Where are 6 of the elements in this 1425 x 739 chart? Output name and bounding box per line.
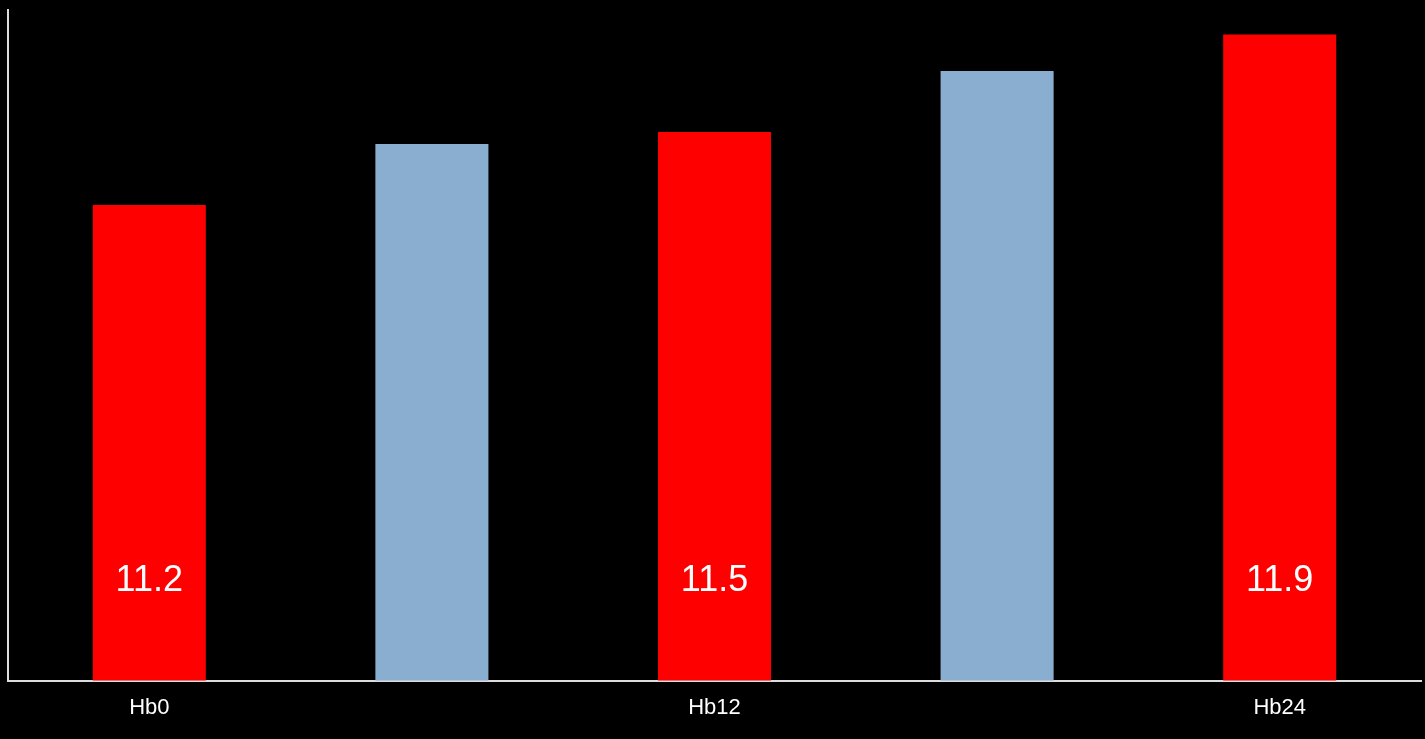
- x-tick-label: Hb0: [129, 693, 170, 719]
- x-tick-label: Hb12: [688, 693, 741, 719]
- data-label: 11.5: [680, 557, 749, 599]
- data-label: 11.2: [115, 557, 183, 599]
- data-label: 11.9: [1246, 557, 1314, 599]
- x-tick-label: Hb24: [1253, 693, 1306, 719]
